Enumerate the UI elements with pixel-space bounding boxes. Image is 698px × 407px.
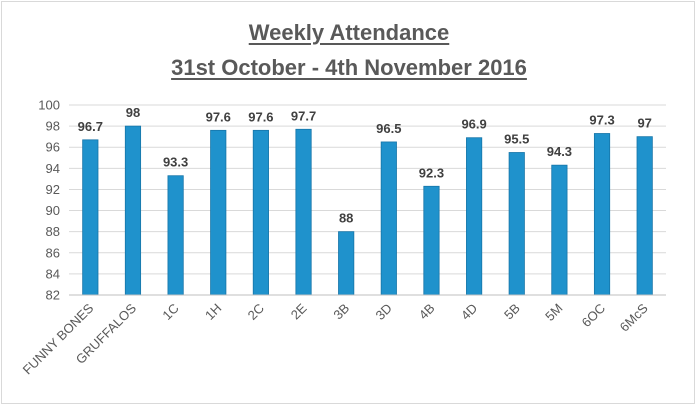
bar [167, 175, 184, 296]
bar [636, 136, 653, 296]
bar [551, 164, 568, 296]
x-tick-label: 5B [501, 301, 523, 323]
data-label: 97.3 [589, 113, 614, 128]
y-tick-label: 96 [46, 140, 60, 155]
y-tick-label: 92 [46, 182, 60, 197]
y-tick-label: 90 [46, 203, 60, 218]
chart-title: Weekly Attendance [248, 20, 450, 45]
data-label: 97.7 [291, 108, 316, 123]
x-tick-label: 6OC [579, 301, 609, 331]
data-label: 88 [339, 211, 353, 226]
x-tick-label: 1H [202, 301, 224, 323]
bar [124, 125, 142, 296]
data-label: 94.3 [547, 144, 572, 159]
x-tick-label: 6McS [617, 300, 651, 334]
y-tick-label: 86 [46, 245, 60, 260]
y-tick-label: 88 [46, 224, 60, 239]
bar [338, 231, 355, 296]
x-tick-label: FUNNY BONES [20, 300, 97, 377]
data-label: 95.5 [504, 132, 529, 147]
x-tick-label: 1C [159, 301, 181, 323]
bar [210, 129, 227, 296]
bar [295, 128, 312, 296]
bar [252, 129, 269, 296]
x-tick-label: 2C [245, 301, 267, 323]
x-tick-label: 2E [288, 300, 310, 322]
bar [466, 137, 483, 296]
y-tick-label: 84 [46, 266, 60, 281]
data-label: 92.3 [419, 165, 444, 180]
x-tick-label: 4D [458, 301, 480, 323]
bar [593, 133, 611, 296]
data-label: 96.7 [78, 119, 103, 134]
data-label: 96.5 [376, 121, 401, 136]
x-tick-label: 3B [330, 301, 352, 323]
y-tick-label: 100 [38, 98, 60, 113]
y-axis: 82 84 86 88 90 92 94 96 98 100 [38, 98, 60, 303]
bar [423, 185, 440, 296]
x-tick-label: 5M [542, 301, 565, 324]
data-label: 97.6 [248, 109, 273, 124]
x-tick-label: 4B [416, 301, 438, 323]
bar [380, 141, 397, 296]
data-label: 96.9 [461, 117, 486, 132]
y-tick-label: 94 [46, 161, 60, 176]
data-label: 97 [637, 116, 651, 131]
bars [82, 125, 653, 296]
data-label: 98 [126, 105, 140, 120]
gridlines [69, 104, 666, 296]
y-tick-label: 98 [46, 119, 60, 134]
bar [508, 152, 525, 296]
y-tick-label: 82 [46, 288, 60, 303]
chart-subtitle: 31st October - 4th November 2016 [171, 55, 527, 80]
bar [82, 139, 99, 296]
data-label: 93.3 [163, 155, 188, 170]
data-label: 97.6 [206, 109, 231, 124]
x-tick-label: 3D [373, 301, 395, 323]
data-labels: 96.7 98 93.3 97.6 97.6 97.7 88 96.5 92.3 96.9 95.5… [78, 105, 652, 226]
